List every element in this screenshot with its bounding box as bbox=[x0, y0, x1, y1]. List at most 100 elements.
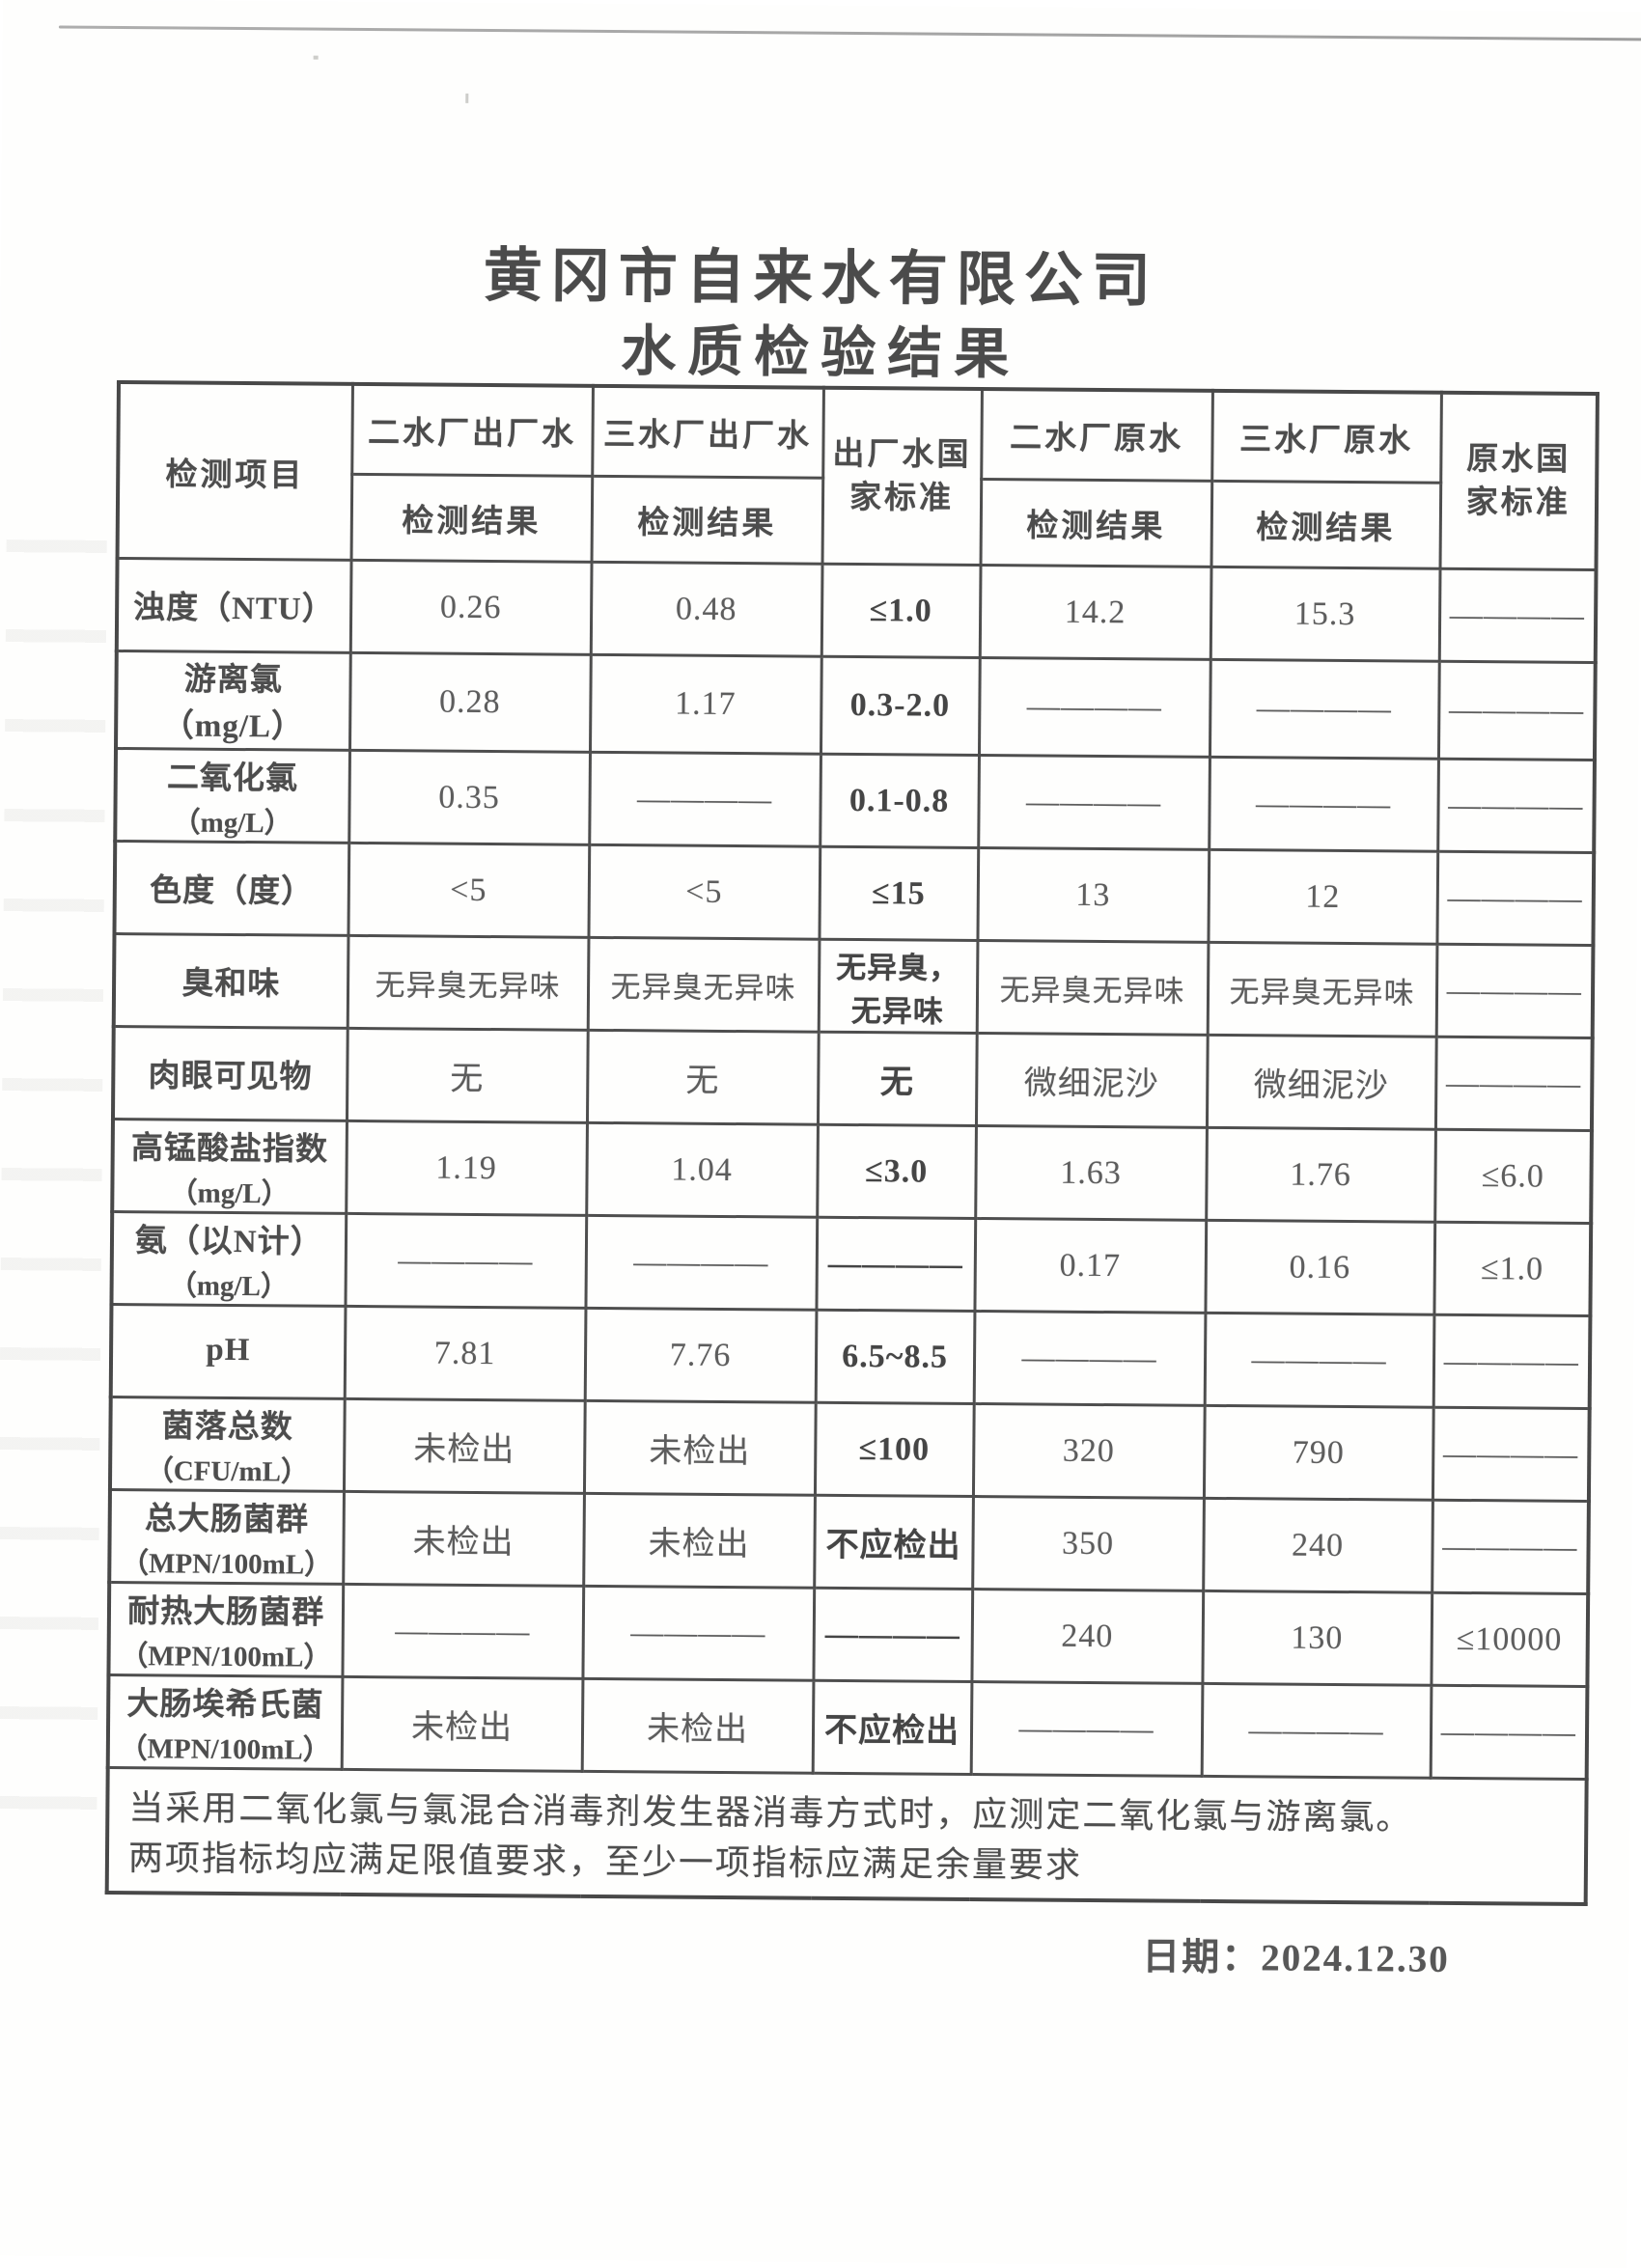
row-label: 耐热大肠菌群 （MPN/100mL） bbox=[108, 1582, 344, 1677]
standard-cell: ≤15 bbox=[819, 846, 979, 941]
row-label-text: pH bbox=[206, 1332, 251, 1369]
header-row-1: 检测项目 二水厂出厂水 三水厂出厂水 出厂水国 家标准 二水厂原水 三水厂原水 … bbox=[117, 382, 1598, 570]
value-cell: ———— bbox=[970, 1681, 1203, 1777]
value-cell: 0.17 bbox=[974, 1218, 1207, 1314]
table-row-color: 色度（度） <5 <5 ≤15 13 12 ———— bbox=[114, 841, 1595, 946]
standard-cell: 0.3-2.0 bbox=[820, 656, 980, 756]
row-label-text: 大肠埃希氏菌 bbox=[126, 1686, 324, 1724]
value-cell: ———— bbox=[345, 1213, 587, 1309]
value-cell: 无异臭无异味 bbox=[347, 935, 589, 1031]
scan-speck bbox=[313, 55, 319, 60]
value-cell: 790 bbox=[1203, 1405, 1433, 1501]
value-cell: 350 bbox=[972, 1496, 1204, 1591]
table-row-free-chlorine: 游离氯（mg/L） 0.28 1.17 0.3-2.0 ———— ———— ——… bbox=[116, 650, 1596, 761]
standard-cell: 6.5~8.5 bbox=[815, 1310, 975, 1404]
value-cell: 130 bbox=[1202, 1590, 1432, 1686]
table-row-chlorine-dioxide: 二氧化氯 （mg/L） 0.35 ———— 0.1-0.8 ———— ———— —… bbox=[115, 748, 1595, 853]
value-cell: 未检出 bbox=[583, 1493, 815, 1589]
value-cell: 0.16 bbox=[1205, 1220, 1435, 1315]
header-finished-standard-line2: 家标准 bbox=[848, 480, 955, 516]
value-cell: 微细泥沙 bbox=[975, 1033, 1208, 1128]
standard-cell: ———— bbox=[813, 1588, 973, 1682]
row-label: 大肠埃希氏菌 （MPN/100mL） bbox=[107, 1674, 343, 1770]
value-cell: ———— bbox=[978, 755, 1210, 850]
value-cell: 1.63 bbox=[975, 1125, 1207, 1221]
value-cell: ———— bbox=[973, 1311, 1206, 1406]
table-row-permanganate-index: 高锰酸盐指数 （mg/L） 1.19 1.04 ≤3.0 1.63 1.76 ≤6… bbox=[112, 1119, 1592, 1224]
value-cell: 1.19 bbox=[346, 1120, 587, 1216]
row-label-text: 臭和味 bbox=[181, 966, 281, 1002]
value-cell: ———— bbox=[1209, 757, 1438, 852]
standard-cell: ≤1.0 bbox=[820, 564, 981, 658]
row-label-unit bbox=[123, 629, 345, 631]
footnote-cell: 当采用二氧化氯与氯混合消毒剂发生器消毒方式时，应测定二氧化氯与游离氯。 两项指标… bbox=[106, 1767, 1587, 1904]
standard-cell: 无异臭，无异味 bbox=[818, 939, 978, 1034]
row-label: 氨（以N计） （mg/L） bbox=[111, 1211, 347, 1307]
value-cell: 1.04 bbox=[586, 1122, 818, 1218]
table-row-colony-count: 菌落总数 （CFU/mL） 未检出 未检出 ≤100 320 790 ———— bbox=[109, 1397, 1590, 1502]
value-cell: ———— bbox=[978, 657, 1210, 758]
row-label-unit bbox=[117, 1369, 339, 1371]
table-row-turbidity: 浊度（NTU） 0.26 0.48 ≤1.0 14.2 15.3 ———— bbox=[116, 558, 1597, 663]
table-row-total-coliform: 总大肠菌群 （MPN/100mL） 未检出 未检出 不应检出 350 240 ——… bbox=[109, 1489, 1589, 1594]
value-cell: 未检出 bbox=[343, 1398, 585, 1494]
value-cell: <5 bbox=[348, 843, 590, 938]
value-cell: ———— bbox=[585, 1215, 818, 1311]
header-raw-standard-line1: 原水国 bbox=[1466, 441, 1571, 478]
value-cell: 0.28 bbox=[348, 652, 591, 753]
value-cell: 0.48 bbox=[590, 562, 822, 657]
header-raw-standard: 原水国 家标准 bbox=[1439, 392, 1598, 570]
row-label-text: 耐热大肠菌群 bbox=[127, 1593, 325, 1631]
row-label: 总大肠菌群 （MPN/100mL） bbox=[109, 1489, 344, 1585]
row-label-text: 色度（度） bbox=[149, 872, 315, 910]
scan-edge-line bbox=[58, 25, 1641, 41]
row-label-unit: （MPN/100mL） bbox=[120, 1640, 332, 1673]
table-row-visible-matter: 肉眼可见物 无 无 无 微细泥沙 微细泥沙 ———— bbox=[112, 1026, 1593, 1131]
standard-cell: ———— bbox=[1436, 851, 1595, 946]
header-plant2-raw: 二水厂原水 bbox=[981, 389, 1212, 482]
table-row-ammonia: 氨（以N计） （mg/L） ———— ———— ———— 0.17 0.16 ≤1… bbox=[111, 1211, 1592, 1316]
standard-cell: ———— bbox=[1434, 1037, 1593, 1131]
header-test-item: 检测项目 bbox=[117, 382, 352, 561]
standard-cell: ≤3.0 bbox=[817, 1124, 976, 1219]
table-row-odor-taste: 臭和味 无异臭无异味 无异臭无异味 无异臭，无异味 无异臭无异味 无异臭无异味 … bbox=[113, 933, 1594, 1038]
value-cell: 0.26 bbox=[349, 560, 592, 655]
value-cell: ———— bbox=[582, 1586, 815, 1681]
standard-cell: 不应检出 bbox=[812, 1680, 972, 1775]
value-cell: 未检出 bbox=[581, 1678, 814, 1774]
value-cell: 14.2 bbox=[979, 565, 1211, 660]
standard-cell: 0.1-0.8 bbox=[820, 754, 979, 848]
standard-cell: ≤6.0 bbox=[1434, 1129, 1592, 1224]
row-label: 游离氯（mg/L） bbox=[116, 650, 350, 751]
standard-cell: 无 bbox=[817, 1032, 977, 1126]
row-label: pH bbox=[110, 1304, 346, 1399]
value-cell: 无异臭无异味 bbox=[976, 940, 1209, 1036]
scan-margin-smudge bbox=[0, 539, 107, 1824]
table-row-thermotolerant-coliform: 耐热大肠菌群 （MPN/100mL） ———— ———— ———— 240 130… bbox=[108, 1582, 1589, 1687]
value-cell: ———— bbox=[1209, 659, 1439, 760]
row-label-unit bbox=[119, 1097, 341, 1099]
scan-speck bbox=[465, 93, 469, 103]
footnote-row: 当采用二氧化氯与氯混合消毒剂发生器消毒方式时，应测定二氧化氯与游离氯。 两项指标… bbox=[106, 1767, 1587, 1904]
standard-cell: ≤100 bbox=[814, 1402, 974, 1497]
value-cell: 0.35 bbox=[348, 750, 590, 845]
value-cell: 240 bbox=[1203, 1498, 1432, 1593]
row-label: 高锰酸盐指数 （mg/L） bbox=[112, 1119, 347, 1214]
row-label: 色度（度） bbox=[114, 841, 349, 936]
value-cell: ———— bbox=[1201, 1683, 1432, 1779]
value-cell: 未检出 bbox=[343, 1491, 584, 1587]
value-cell: 1.76 bbox=[1206, 1127, 1435, 1223]
standard-cell: ———— bbox=[1437, 759, 1595, 853]
row-label: 臭和味 bbox=[113, 933, 348, 1029]
value-cell: 7.76 bbox=[584, 1308, 817, 1403]
row-label-unit: （mg/L） bbox=[172, 806, 292, 839]
value-cell: 未检出 bbox=[341, 1676, 583, 1772]
standard-cell: ———— bbox=[1432, 1500, 1589, 1594]
value-cell: 无异臭无异味 bbox=[587, 937, 820, 1033]
value-cell: <5 bbox=[588, 844, 820, 940]
row-label-unit bbox=[121, 912, 343, 914]
subheader-result: 检测结果 bbox=[980, 479, 1212, 567]
standard-cell: ———— bbox=[1432, 1314, 1591, 1409]
header-plant3-raw: 三水厂原水 bbox=[1211, 390, 1441, 484]
